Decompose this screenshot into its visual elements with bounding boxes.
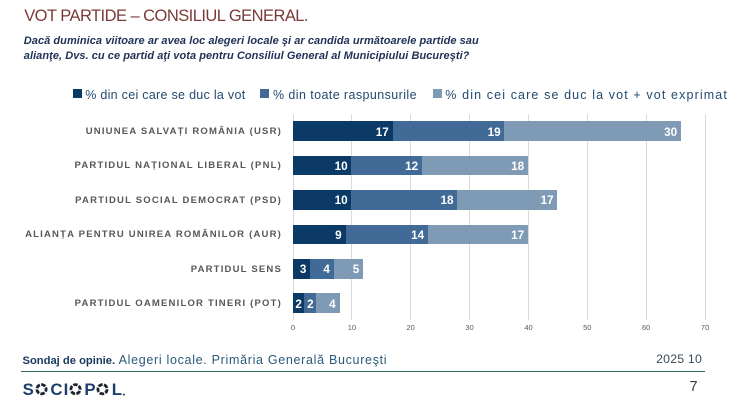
svg-text:I: I	[64, 380, 69, 399]
svg-text:S: S	[23, 380, 34, 399]
svg-text:P: P	[84, 380, 95, 399]
svg-text:C: C	[50, 380, 62, 399]
svg-text:L: L	[112, 380, 122, 399]
